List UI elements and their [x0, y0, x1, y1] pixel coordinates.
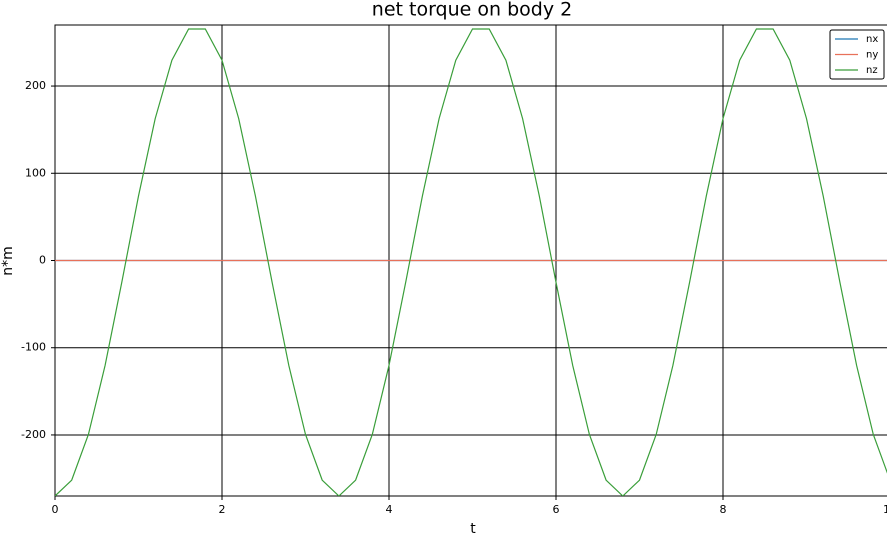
- x-tick-label: 0: [52, 503, 59, 516]
- x-tick-label: 6: [553, 503, 560, 516]
- y-tick-label: 100: [25, 166, 46, 179]
- chart-title: net torque on body 2: [372, 0, 572, 21]
- x-tick-label: 2: [219, 503, 226, 516]
- x-tick-label: 8: [720, 503, 727, 516]
- x-tick-label: 4: [386, 503, 393, 516]
- y-tick-label: -200: [21, 428, 46, 441]
- y-tick-label: 200: [25, 79, 46, 92]
- legend-label: nx: [866, 34, 878, 45]
- legend-label: nz: [866, 65, 878, 76]
- x-axis-label: t: [470, 521, 476, 536]
- y-tick-label: -100: [21, 341, 46, 354]
- legend-label: ny: [866, 50, 878, 61]
- plot-area: [55, 28, 887, 496]
- y-tick-label: 0: [39, 254, 46, 267]
- x-tick-label: 10: [883, 503, 887, 516]
- y-axis-label: n*m: [0, 246, 16, 276]
- line-series: [55, 28, 887, 496]
